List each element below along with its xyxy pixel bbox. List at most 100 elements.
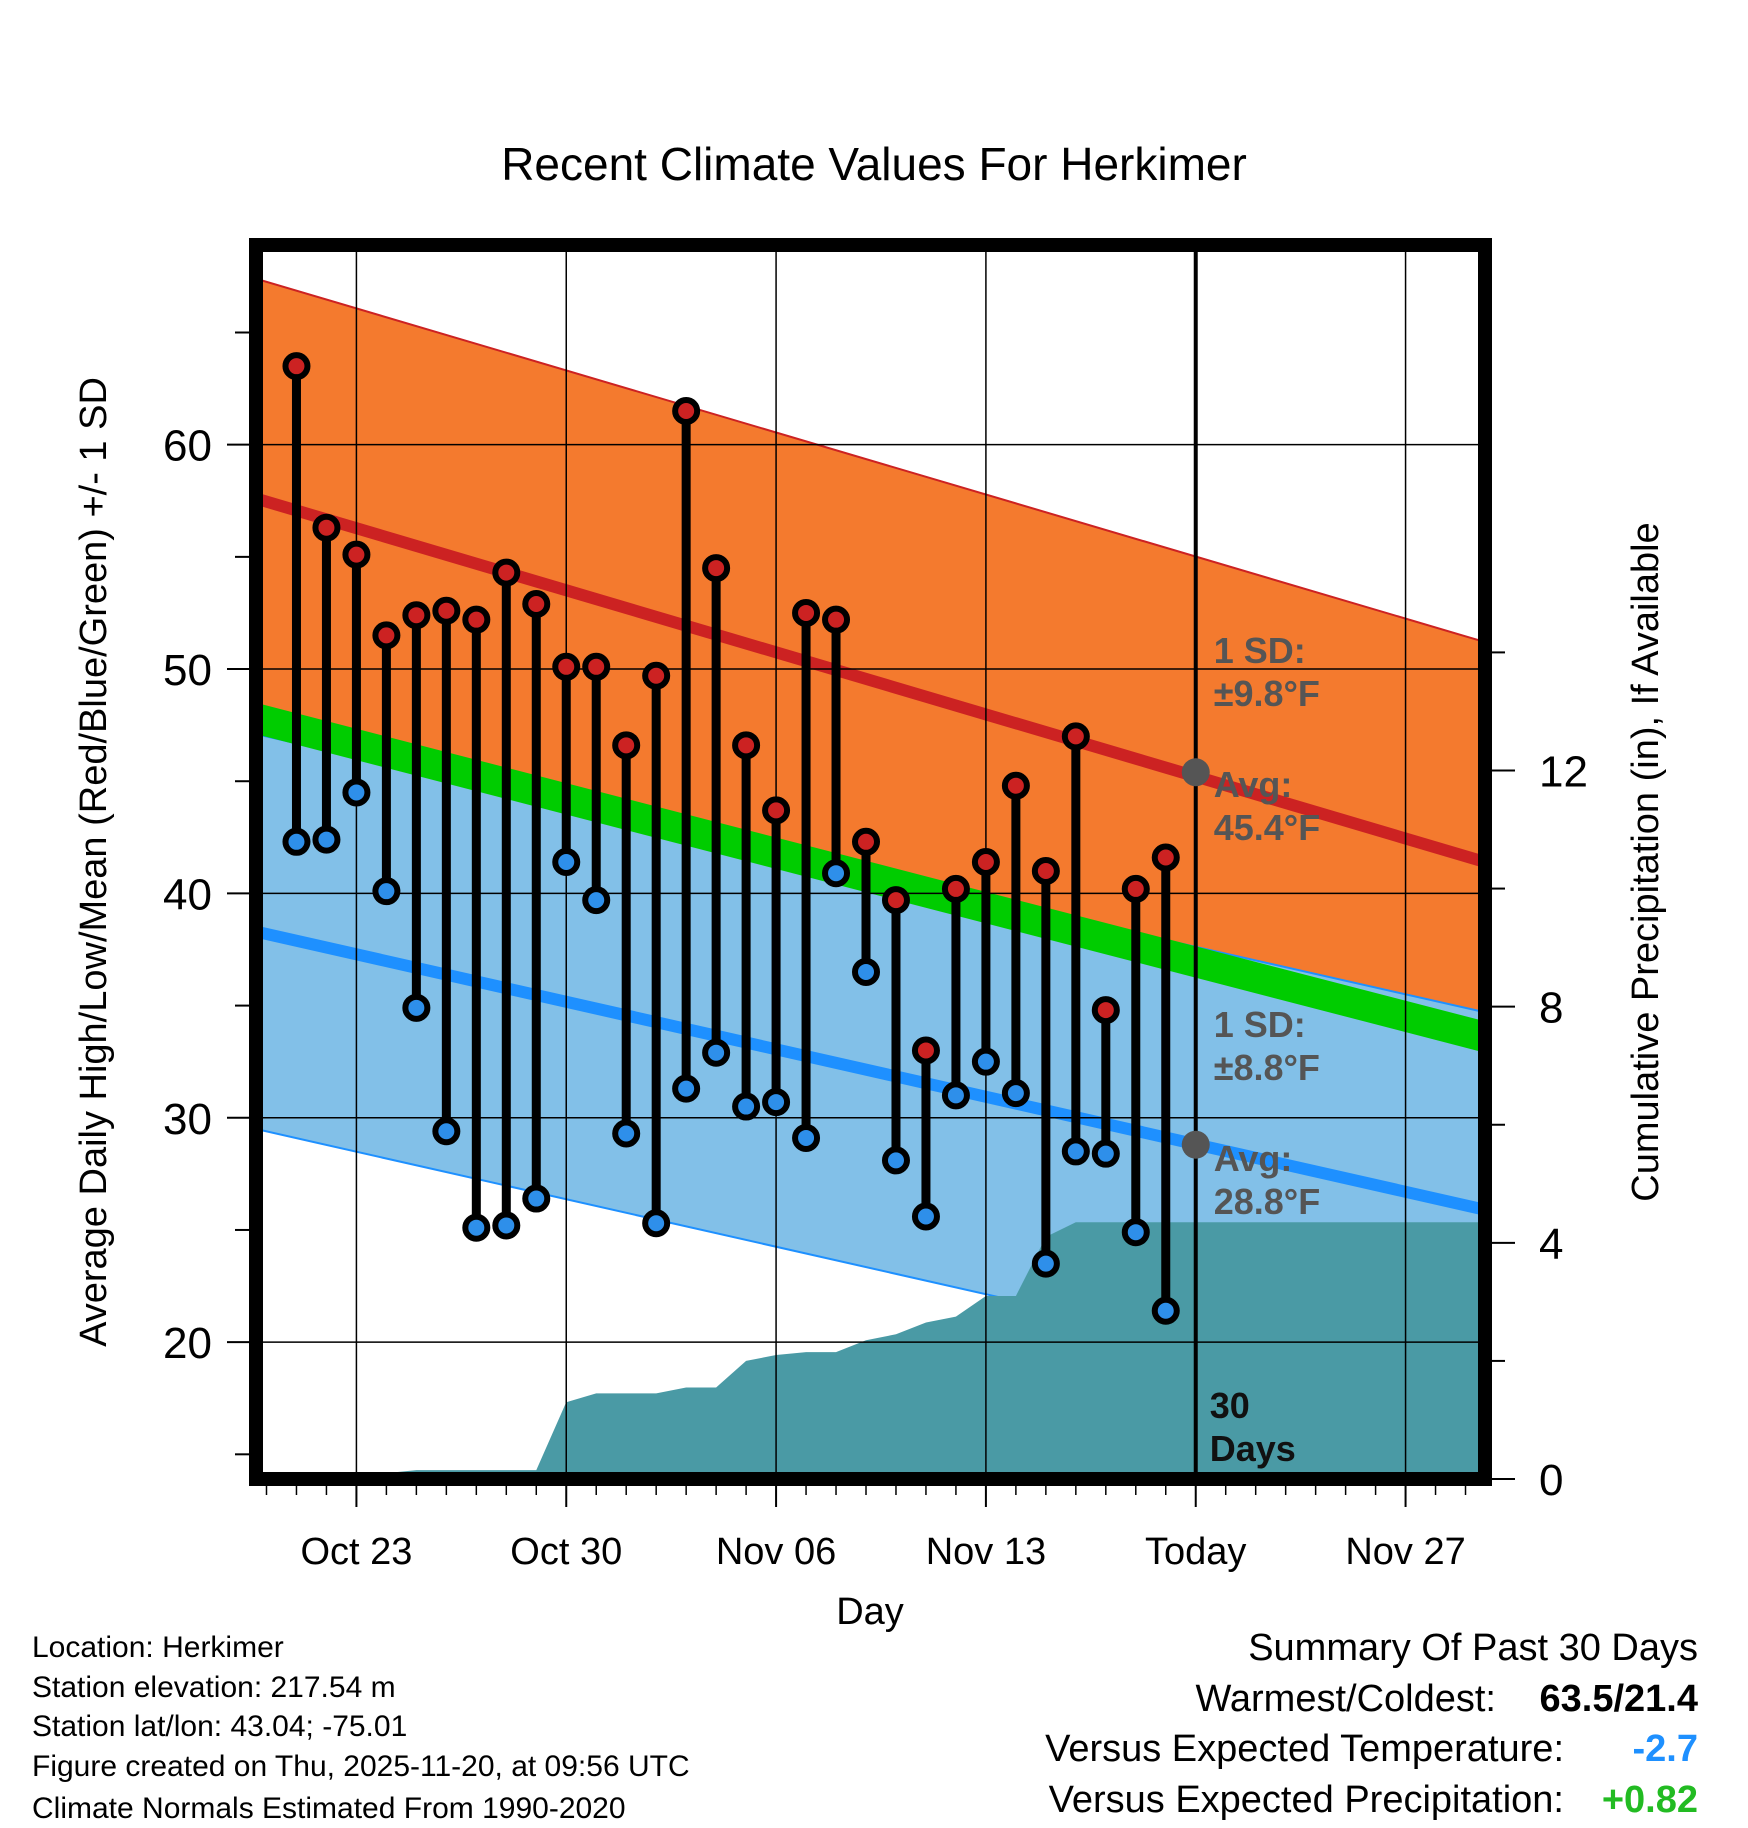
x-tick-label: Today: [1145, 1531, 1246, 1573]
obs-high-dot: [402, 601, 431, 630]
obs-high-dot: [342, 540, 371, 569]
obs-high-dot: [462, 605, 491, 634]
obs-low-dot: [702, 1038, 731, 1067]
obs-high-dot: [881, 886, 910, 915]
obs-low-dot: [642, 1209, 671, 1238]
obs-low-dot: [1121, 1218, 1150, 1247]
obs-high-dot: [282, 352, 311, 381]
obs-low-dot: [672, 1074, 701, 1103]
obs-low-dot: [792, 1123, 821, 1152]
obs-high-dot: [852, 827, 881, 856]
y-axis-left: 20 30 40 50 60: [163, 331, 249, 1456]
obs-low-dot: [1091, 1139, 1120, 1168]
obs-low-dot: [522, 1184, 551, 1213]
obs-high-dot: [612, 731, 641, 760]
cumulative-precip-area: [356, 1222, 1485, 1479]
high-sd-label: 1 SD:: [1214, 630, 1306, 671]
days-word-label: Days: [1210, 1428, 1296, 1469]
obs-high-dot: [971, 848, 1000, 876]
x-tick-label: Nov 27: [1345, 1531, 1465, 1573]
obs-low-dot: [282, 827, 311, 856]
obs-high-dot: [1151, 843, 1180, 872]
obs-high-dot: [1031, 856, 1060, 885]
obs-low-dot: [971, 1047, 1000, 1076]
obs-high-dot: [642, 661, 671, 690]
obs-low-dot: [852, 957, 881, 986]
obs-low-dot: [492, 1211, 521, 1240]
obs-low-dot: [1001, 1079, 1030, 1108]
obs-low-dot: [342, 778, 371, 807]
footer-location: Location: Herkimer: [32, 1631, 284, 1664]
x-tick-label: Oct 30: [510, 1531, 622, 1573]
obs-high-dot: [492, 558, 521, 587]
obs-low-dot: [432, 1117, 461, 1146]
obs-high-dot: [552, 652, 581, 681]
obs-high-dot: [702, 554, 731, 583]
obs-low-dot: [941, 1081, 970, 1110]
obs-high-dot: [822, 605, 851, 634]
obs-high-dot: [1121, 874, 1150, 903]
footer-elevation: Station elevation: 217.54 m: [32, 1671, 396, 1704]
obs-low-dot: [911, 1202, 940, 1231]
obs-high-dot: [762, 796, 791, 825]
footer-created: Figure created on Thu, 2025-11-20, at 09…: [32, 1750, 690, 1783]
footer-normals: Climate Normals Estimated From 1990-2020: [32, 1792, 626, 1825]
y-axis-label: Average Daily High/Low/Mean (Red/Blue/Gr…: [73, 377, 115, 1347]
footer-latlon: Station lat/lon: 43.04; -75.01: [32, 1710, 407, 1743]
y-tick-label: 50: [163, 646, 212, 695]
summary-warmest-label: Warmest/Coldest:: [1195, 1678, 1496, 1720]
summary-precip-label: Versus Expected Precipitation:: [1049, 1779, 1564, 1821]
obs-low-dot: [402, 993, 431, 1022]
low-sd-label: 1 SD:: [1214, 1004, 1306, 1045]
low-avg-marker: [1181, 1130, 1210, 1159]
summary-precip-value: +0.82: [1602, 1779, 1698, 1821]
obs-low-dot: [612, 1119, 641, 1148]
obs-high-dot: [432, 596, 461, 625]
obs-high-dot: [732, 731, 761, 760]
obs-low-dot: [312, 825, 341, 854]
x-axis: Oct 23 Oct 30 Nov 06 Nov 13 Today Nov 27: [265, 1486, 1467, 1573]
obs-low-dot: [1061, 1137, 1090, 1166]
obs-high-dot: [312, 513, 341, 542]
low-normal-line: [256, 925, 1485, 1216]
obs-high-dot: [1061, 722, 1090, 751]
x-tick-label: Nov 13: [926, 1531, 1046, 1573]
y2-tick-label: 12: [1539, 747, 1588, 796]
summary-temp-label: Versus Expected Temperature:: [1045, 1728, 1564, 1770]
y2-tick-label: 8: [1539, 984, 1563, 1033]
obs-high-dot: [372, 621, 401, 650]
x-tick-label: Nov 06: [716, 1531, 836, 1573]
obs-low-dot: [582, 886, 611, 915]
y-tick-label: 60: [163, 422, 212, 471]
obs-low-dot: [1151, 1296, 1180, 1325]
x-tick-label: Oct 23: [300, 1531, 412, 1573]
y-tick-label: 40: [163, 870, 212, 919]
high-avg-label: Avg:: [1214, 764, 1293, 805]
obs-high-dot: [941, 874, 970, 903]
high-avg-value: 45.4°F: [1214, 807, 1320, 848]
obs-low-dot: [822, 859, 851, 888]
y2-tick-label: 4: [1539, 1220, 1563, 1269]
chart-title: Recent Climate Values For Herkimer: [501, 138, 1247, 190]
summary-warmest-value: 63.5/21.4: [1540, 1678, 1698, 1720]
obs-low-dot: [732, 1092, 761, 1121]
x-axis-label: Day: [836, 1591, 904, 1633]
obs-low-dot: [1031, 1249, 1060, 1278]
obs-high-dot: [672, 397, 701, 426]
obs-low-dot: [881, 1146, 910, 1175]
y-axis-right: 0 4 8 12: [1492, 651, 1588, 1505]
high-avg-marker: [1181, 758, 1210, 787]
high-normal-line: [256, 492, 1485, 868]
low-sd-value: ±8.8°F: [1214, 1047, 1320, 1088]
plot-frame: [249, 238, 1492, 1486]
obs-low-dot: [762, 1088, 791, 1117]
low-avg-value: 28.8°F: [1214, 1181, 1320, 1222]
obs-low-dot: [552, 848, 581, 876]
summary-title: Summary Of Past 30 Days: [1248, 1627, 1698, 1669]
low-avg-label: Avg:: [1214, 1138, 1293, 1179]
days-count-label: 30: [1210, 1385, 1250, 1426]
y2-tick-label: 0: [1539, 1456, 1563, 1505]
obs-high-dot: [792, 598, 821, 627]
y2-axis-label: Cumulative Precipitation (in), If Availa…: [1625, 522, 1667, 1201]
